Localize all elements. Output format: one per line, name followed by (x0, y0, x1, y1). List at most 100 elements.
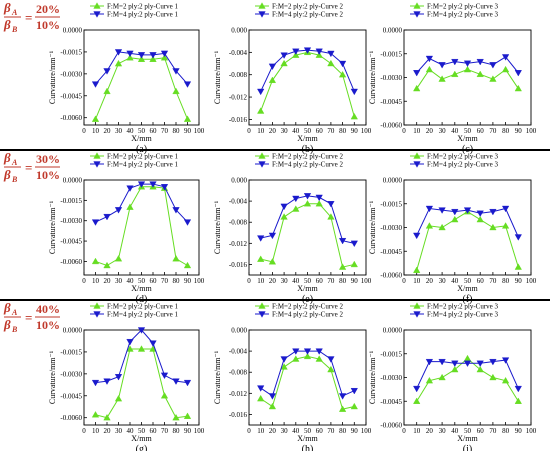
data-point (268, 63, 277, 71)
data-point (114, 374, 123, 381)
x-tick-label: 70 (489, 277, 497, 285)
data-point (292, 195, 300, 203)
x-tick-label: 60 (150, 127, 158, 135)
x-tick-label: 10 (257, 127, 265, 135)
data-point (425, 222, 434, 229)
y-tick-label: -0.0015 (380, 50, 402, 58)
data-point (160, 184, 169, 191)
ratio-numerator-value: 30% (36, 152, 60, 166)
data-point (476, 360, 484, 367)
data-point (172, 68, 180, 75)
data-point (280, 203, 288, 211)
x-tick-label: 100 (361, 277, 372, 285)
data-point (501, 54, 510, 61)
x-tick-label: 30 (281, 427, 289, 435)
x-tick-label: 100 (194, 427, 205, 435)
x-tick-label: 20 (426, 427, 434, 435)
x-tick-label: 0 (247, 277, 251, 285)
panel-caption: (b) (302, 144, 314, 155)
ratio-numerator-value: 20% (36, 2, 60, 16)
legend-entry: F:M=2 ply:2 ply-Curve 2 (272, 3, 344, 11)
data-point (183, 261, 192, 269)
x-tick-label: 50 (138, 127, 146, 135)
data-point (338, 238, 347, 245)
x-tick-label: 50 (464, 427, 472, 435)
data-point (91, 379, 100, 387)
data-point (413, 84, 421, 92)
data-point (451, 365, 459, 373)
legend-marker (93, 152, 101, 159)
y-tick-label: -0.0045 (60, 238, 82, 246)
plot-frame (248, 329, 367, 426)
x-tick-label: 90 (351, 427, 359, 435)
data-point (149, 55, 157, 62)
panel-caption: (g) (136, 444, 148, 451)
panel-caption: (e) (302, 294, 313, 305)
x-tick-label: 60 (477, 427, 485, 435)
chart-panel-g: -0.0060 -0.0045 -0.0030 -0.0015 0.0000 0 10 20 3… (48, 302, 205, 451)
x-tick-label: 0 (247, 427, 251, 435)
x-tick-label: 10 (257, 427, 265, 435)
data-point (425, 205, 434, 213)
legend-marker (413, 152, 421, 159)
data-point (338, 405, 347, 412)
y-tick-label: -0.0030 (60, 70, 82, 78)
data-point (126, 339, 134, 346)
data-point (350, 88, 358, 96)
y-axis-label: Curvature/mm⁻¹ (48, 350, 57, 404)
legend-marker (258, 161, 266, 168)
data-point (350, 402, 358, 410)
legend-marker (93, 311, 101, 318)
legend-marker (93, 161, 101, 168)
data-point (338, 71, 347, 78)
y-tick-label: -0.016 (229, 261, 248, 269)
data-point (91, 257, 100, 265)
y-tick-label: -0.0015 (380, 350, 402, 358)
data-point (489, 75, 497, 82)
data-point (413, 70, 421, 77)
x-tick-label: 30 (115, 427, 123, 435)
data-point (91, 219, 100, 226)
data-point (114, 49, 123, 56)
data-point (292, 348, 300, 355)
y-tick-label: -0.0030 (60, 370, 82, 378)
data-point (425, 55, 434, 63)
y-tick-label: -0.0015 (60, 348, 82, 356)
legend-entry: F:M=4 ply:2 ply-Curve 3 (427, 11, 499, 19)
data-point (438, 75, 446, 82)
panel-caption: (h) (302, 444, 314, 451)
legend-entry: F:M=4 ply:2 ply-Curve 3 (427, 161, 499, 169)
y-tick-label: -0.0015 (60, 197, 82, 205)
data-point (438, 207, 446, 214)
series-line-2 (95, 183, 188, 223)
x-tick-label: 90 (515, 277, 523, 285)
x-axis-label: X/mm (457, 434, 478, 443)
y-tick-label: -0.004 (229, 49, 248, 57)
legend-marker (93, 11, 101, 18)
y-tick-label: -0.016 (229, 411, 248, 419)
y-axis-label: Curvature/mm⁻¹ (213, 200, 222, 254)
x-axis-label: X/mm (131, 134, 152, 143)
legend-entry: F:M=2 ply:2 ply-Curve 2 (272, 153, 344, 161)
data-point (183, 219, 192, 226)
x-tick-label: 80 (502, 427, 510, 435)
ratio-denominator-symbol: β (3, 17, 11, 32)
data-point (514, 234, 522, 241)
plot-frame (403, 179, 532, 276)
data-point (91, 411, 100, 418)
x-tick-label: 50 (464, 127, 472, 135)
data-point (327, 201, 335, 208)
legend-marker (413, 11, 421, 18)
x-tick-label: 40 (292, 427, 300, 435)
data-point (463, 60, 472, 67)
x-tick-label: 0 (402, 277, 406, 285)
data-point (327, 213, 335, 220)
data-point (315, 194, 323, 202)
y-tick-label: 0.0000 (63, 27, 83, 35)
plot-frame (83, 329, 200, 426)
x-tick-label: 70 (489, 127, 497, 135)
data-point (103, 68, 111, 75)
data-point (268, 258, 277, 265)
ratio-denominator-symbol: β (3, 167, 11, 182)
